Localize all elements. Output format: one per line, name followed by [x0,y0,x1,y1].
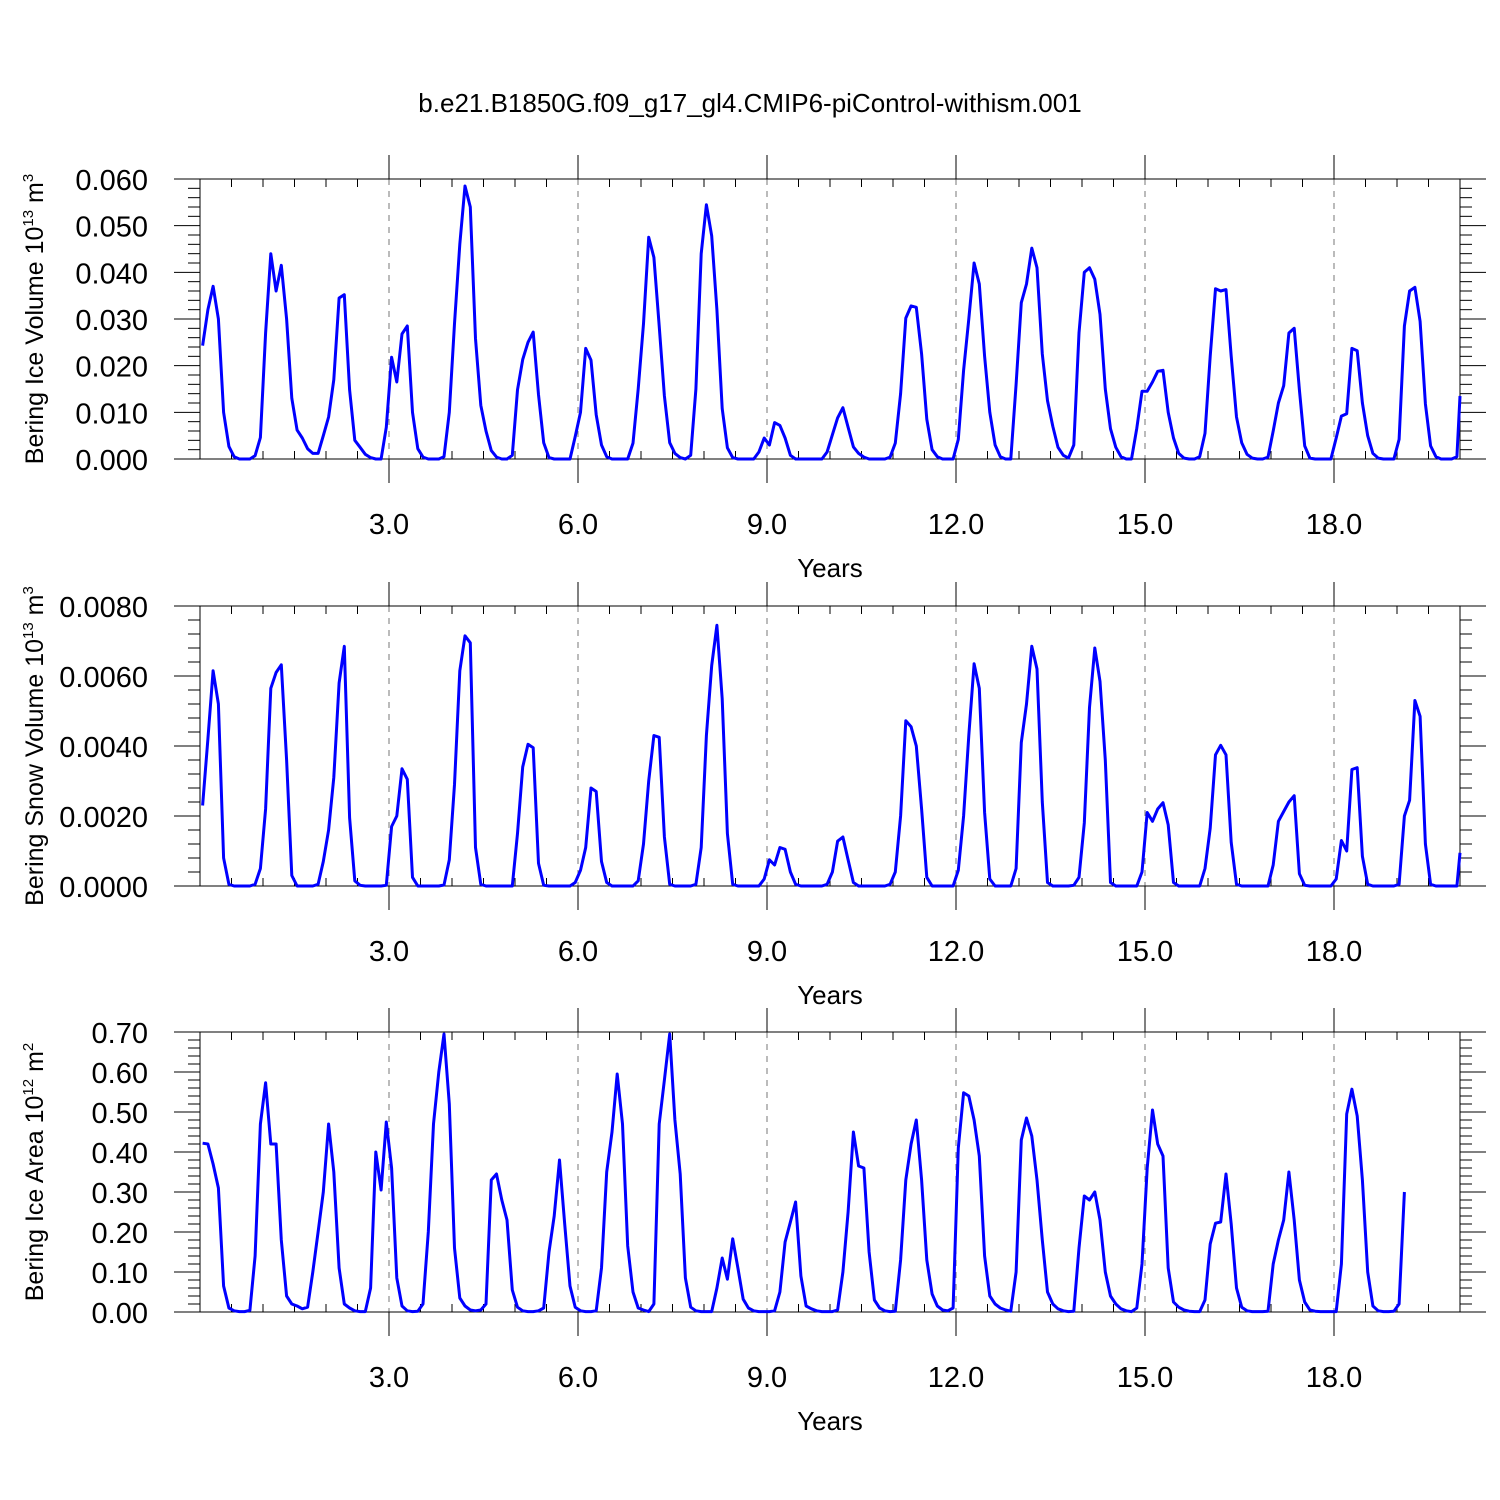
y-tick-label: 0.0040 [59,732,148,764]
y-tick-label: 0.0020 [59,802,148,834]
y-axis-label: Bering Ice Volume 1013 m3 [20,174,49,464]
y-tick-label: 0.050 [75,212,148,244]
x-tick-label: 3.0 [369,509,409,541]
chart-title: b.e21.B1850G.f09_g17_gl4.CMIP6-piControl… [418,88,1081,118]
y-tick-label: 0.10 [92,1258,148,1290]
x-tick-label: 18.0 [1306,509,1362,541]
x-tick-label: 3.0 [369,936,409,968]
y-tick-label: 0.30 [92,1178,148,1210]
y-tick-label: 0.70 [92,1018,148,1050]
y-tick-label: 0.000 [75,445,148,477]
y-tick-label: 0.40 [92,1138,148,1170]
x-tick-label: 12.0 [928,936,984,968]
y-tick-label: 0.0000 [59,872,148,904]
x-axis-label: Years [797,553,863,583]
x-tick-label: 9.0 [747,1362,787,1394]
y-tick-label: 0.0060 [59,662,148,694]
y-axis-label: Bering Ice Area 1012 m2 [20,1043,49,1302]
panel-snow-volume: 3.0 6.0 9.0 12.0 15.0 18.0 0.0000 0.0020 0.0040 0… [20,582,1486,1010]
x-tick-label: 12.0 [928,509,984,541]
x-tick-label: 9.0 [747,509,787,541]
y-tick-label: 0.00 [92,1298,148,1330]
series-line-snow-volume [201,623,1462,888]
x-tick-label: 15.0 [1117,509,1173,541]
x-tick-label: 15.0 [1117,936,1173,968]
chart-panels: 3.0 6.0 9.0 12.0 15.0 18.0 0.000 0.010 0.020 0.03… [20,155,1486,1436]
y-tick-label: 0.060 [75,165,148,197]
x-tick-label: 18.0 [1306,936,1362,968]
x-axis-label: Years [797,1406,863,1436]
x-tick-label: 18.0 [1306,1362,1362,1394]
y-tick-label: 0.030 [75,305,148,337]
plot-frame [199,178,1461,460]
x-tick-label: 6.0 [558,936,598,968]
x-tick-label: 6.0 [558,509,598,541]
panel-ice-volume: 3.0 6.0 9.0 12.0 15.0 18.0 0.000 0.010 0.020 0.03… [20,155,1486,583]
y-axis-label: Bering Snow Volume 1013 m3 [20,586,49,906]
series-line-ice-volume [201,184,1462,461]
series-line-ice-area [202,1032,1406,1314]
y-tick-label: 0.20 [92,1218,148,1250]
y-tick-label: 0.020 [75,352,148,384]
x-tick-label: 9.0 [747,936,787,968]
x-tick-label: 15.0 [1117,1362,1173,1394]
y-tick-label: 0.010 [75,398,148,430]
y-tick-label: 0.50 [92,1098,148,1130]
x-tick-label: 6.0 [558,1362,598,1394]
x-tick-label: 3.0 [369,1362,409,1394]
y-tick-label: 0.60 [92,1058,148,1090]
y-tick-label: 0.040 [75,258,148,290]
panel-ice-area: 3.0 6.0 9.0 12.0 15.0 18.0 0.00 0.10 0.20 0.30 0.4… [20,1008,1486,1436]
y-tick-label: 0.0080 [59,592,148,624]
x-axis-label: Years [797,980,863,1010]
plot-frame [199,605,1461,887]
x-tick-label: 12.0 [928,1362,984,1394]
